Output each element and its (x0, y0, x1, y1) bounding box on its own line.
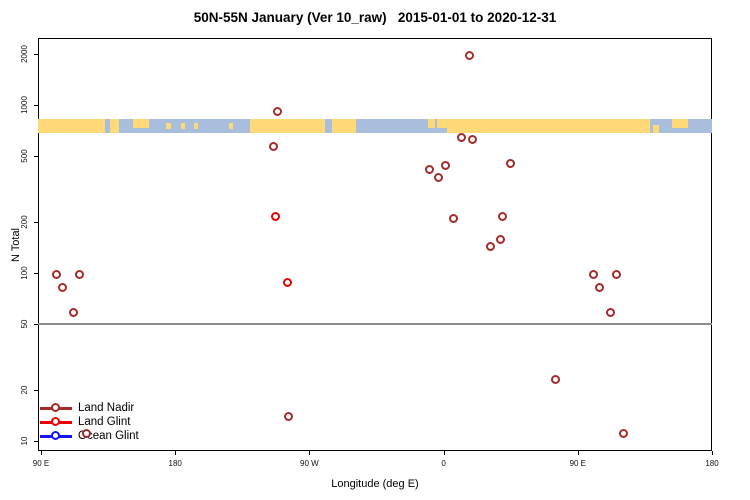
legend-row-ocean_glint: Ocean Glint (40, 429, 139, 443)
data-point-land-nadir (441, 160, 451, 170)
legend-marker-land_nadir (40, 401, 72, 415)
legend-marker-ocean_glint (40, 429, 72, 443)
y-tick-label: 20 (20, 385, 29, 395)
legend-circle (51, 403, 60, 412)
x-tick-mark (175, 451, 177, 455)
y-tick-mark (34, 390, 38, 392)
y-tick-mark (34, 222, 38, 224)
legend: Land Nadir Land Glint Ocean Glint (40, 401, 139, 443)
data-point-land-nadir (273, 106, 283, 116)
data-point-land-nadir (505, 159, 515, 169)
data-point-land-nadir (589, 270, 599, 280)
land-segment-aleutians-1 (166, 123, 171, 129)
data-point-land-glint (282, 278, 292, 288)
land-segment-north-america (250, 119, 325, 133)
data-point-land-nadir (448, 213, 458, 223)
data-point-land-nadir (68, 307, 78, 317)
land-segment-sakhalin (110, 119, 119, 133)
chart-title: 50N-55N January (Ver 10_raw) 2015-01-01 … (193, 10, 557, 25)
y-tick-label: 10 (20, 436, 29, 446)
y-tick-mark (34, 441, 38, 442)
x-tick-label: 0 (441, 459, 446, 468)
y-tick-label: 1000 (20, 96, 29, 114)
legend-row-land_glint: Land Glint (40, 415, 139, 429)
data-point-land-nadir (551, 375, 560, 385)
data-point-land-nadir (498, 211, 508, 221)
y-tick-mark (34, 323, 38, 325)
x-tick-label: 180 (168, 459, 182, 468)
legend-label: Land Glint (78, 416, 131, 428)
data-point-land-nadir (465, 50, 474, 60)
legend-label: Ocean Glint (78, 430, 139, 442)
data-point-land-nadir (611, 270, 621, 280)
land-segment-kamchatka-east (672, 119, 688, 128)
data-point-land-nadir (58, 283, 68, 293)
y-tick-mark (34, 273, 38, 274)
data-point-land-nadir (605, 307, 615, 317)
y-tick-label: 500 (20, 148, 29, 163)
land-segment-alaska-peninsula (228, 123, 233, 129)
legend-row-land_nadir: Land Nadir (40, 401, 139, 415)
land-segment-labrador (332, 119, 356, 133)
data-point-land-nadir (284, 411, 293, 421)
y-tick-label: 50 (20, 319, 29, 329)
data-point-land-nadir (619, 429, 628, 438)
data-point-land-nadir (269, 141, 279, 151)
x-tick-mark (41, 451, 42, 455)
land-segment-siberia (38, 119, 105, 133)
legend-marker-land_glint (40, 415, 72, 429)
y-tick-mark (34, 54, 38, 56)
land-segment-island (653, 125, 659, 133)
y-tick-mark (34, 105, 38, 106)
plot-border (38, 38, 712, 451)
y-axis-title: N Total (10, 227, 22, 263)
data-point-land-nadir (74, 270, 84, 280)
y-tick-mark (34, 155, 38, 157)
x-tick-mark (712, 451, 713, 455)
x-tick-mark (577, 451, 579, 455)
data-point-land-nadir (434, 172, 444, 182)
x-tick-label: 90 E (569, 459, 587, 468)
data-point-land-nadir (82, 429, 92, 438)
land-segment-britain (437, 119, 447, 128)
x-axis-title: Longitude (deg E) (331, 478, 419, 490)
data-point-land-nadir (468, 134, 478, 144)
data-point-land-glint (271, 212, 280, 222)
x-tick-label: 90 W (300, 459, 319, 468)
land-segment-ireland (428, 119, 435, 128)
map-strip (38, 119, 712, 133)
data-point-land-nadir (457, 132, 467, 142)
x-tick-mark (309, 451, 311, 455)
data-point-land-nadir (595, 283, 605, 293)
x-tick-label: 90 E (32, 459, 50, 468)
land-segment-eurasia (447, 119, 650, 133)
legend-label: Land Nadir (78, 402, 135, 414)
data-point-land-nadir (496, 235, 505, 245)
data-point-land-nadir (52, 270, 62, 280)
x-tick-mark (443, 451, 445, 455)
reference-line-50 (38, 322, 712, 325)
legend-circle (51, 417, 60, 426)
data-point-land-nadir (486, 242, 495, 252)
legend-circle (51, 431, 60, 440)
land-segment-kamchatka-west (133, 119, 150, 128)
y-tick-label: 2000 (20, 45, 29, 64)
x-tick-label: 180 (705, 459, 719, 468)
land-segment-aleutians-2 (180, 123, 185, 129)
data-point-land-nadir (424, 165, 434, 175)
land-segment-aleutians-3 (194, 123, 199, 129)
